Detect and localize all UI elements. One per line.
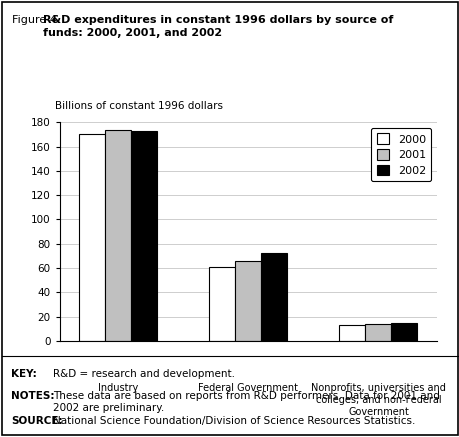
Bar — [391, 323, 417, 341]
Text: R&D = research and development.: R&D = research and development. — [53, 369, 235, 379]
Text: Figure 4.: Figure 4. — [11, 15, 63, 25]
Text: NOTES:: NOTES: — [11, 391, 55, 401]
Text: Billions of constant 1996 dollars: Billions of constant 1996 dollars — [55, 101, 223, 111]
Bar — [209, 267, 235, 341]
Bar — [105, 130, 131, 341]
Bar — [364, 324, 391, 341]
Bar — [131, 131, 157, 341]
Text: SOURCE:: SOURCE: — [11, 416, 63, 426]
Bar — [235, 261, 261, 341]
Text: R&D expenditures in constant 1996 dollars by source of
funds: 2000, 2001, and 20: R&D expenditures in constant 1996 dollar… — [43, 15, 392, 38]
Bar — [261, 253, 287, 341]
Text: National Science Foundation/Division of Science Resources Statistics.: National Science Foundation/Division of … — [53, 416, 414, 426]
Legend: 2000, 2001, 2002: 2000, 2001, 2002 — [370, 128, 431, 181]
Text: These data are based on reports from R&D performers. Data for 2001 and 2002 are : These data are based on reports from R&D… — [53, 391, 439, 413]
Bar — [339, 325, 364, 341]
Bar — [79, 135, 105, 341]
Text: KEY:: KEY: — [11, 369, 37, 379]
